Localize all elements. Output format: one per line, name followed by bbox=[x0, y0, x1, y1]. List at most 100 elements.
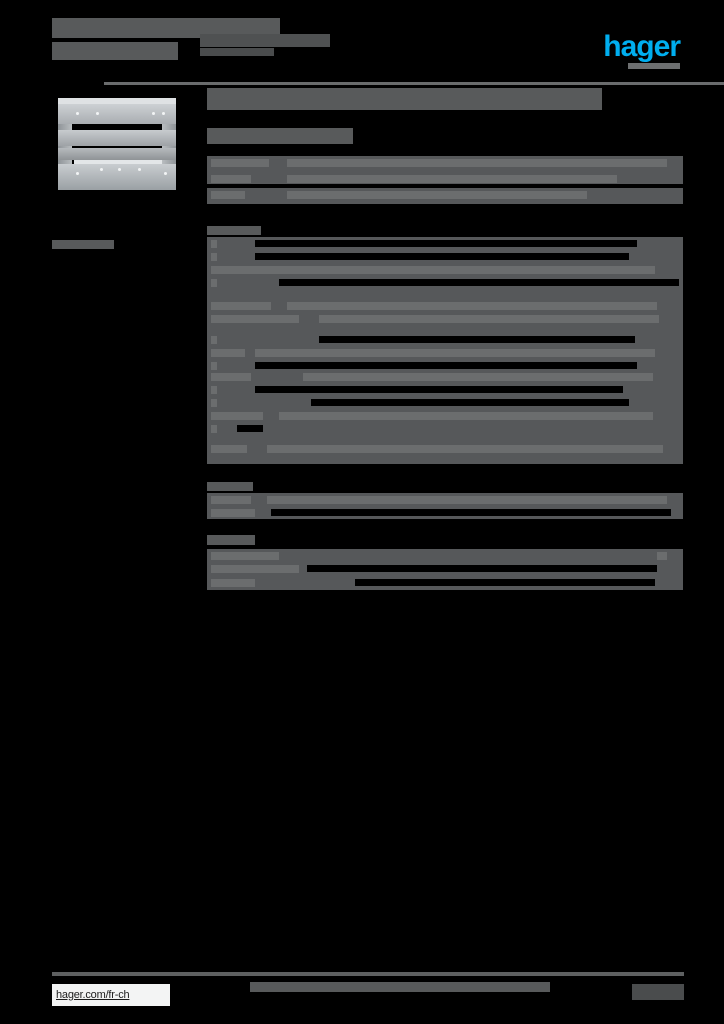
table-row-group bbox=[207, 237, 683, 299]
table-row-inner bbox=[207, 549, 683, 562]
row-label bbox=[211, 412, 263, 420]
page-title-text bbox=[207, 88, 602, 110]
row-label bbox=[211, 445, 247, 453]
row-value bbox=[287, 159, 667, 167]
document-subtitle-text bbox=[52, 42, 178, 60]
table-row-group bbox=[207, 442, 683, 464]
product-image-screw bbox=[118, 168, 121, 171]
section-gap bbox=[207, 519, 683, 535]
table-row-inner bbox=[207, 237, 683, 250]
row-label bbox=[211, 240, 217, 248]
row-label bbox=[211, 399, 217, 407]
footer-legal-text bbox=[250, 982, 550, 1004]
hager-logo: hager bbox=[584, 30, 684, 69]
left-column-section-label-text bbox=[52, 240, 114, 249]
table-row-inner bbox=[207, 409, 683, 422]
spec-table-1 bbox=[207, 156, 683, 204]
row-label bbox=[211, 253, 217, 261]
hager-logo-underline bbox=[628, 63, 680, 69]
hager-logo-wordmark: hager bbox=[603, 30, 681, 63]
section-gap bbox=[207, 204, 683, 226]
row-value bbox=[279, 412, 653, 420]
row-value bbox=[267, 445, 663, 453]
table-row-group bbox=[207, 370, 683, 396]
row-value bbox=[255, 386, 623, 393]
table-row-group bbox=[207, 346, 683, 370]
section-title-3-text bbox=[207, 482, 253, 491]
table-row-group bbox=[207, 562, 683, 576]
table-row-inner bbox=[207, 172, 683, 184]
row-label bbox=[211, 373, 251, 381]
row-label bbox=[211, 279, 217, 287]
product-image-screw bbox=[96, 112, 99, 115]
row-label bbox=[211, 362, 217, 370]
table-row-group bbox=[207, 333, 683, 346]
row-value bbox=[303, 373, 653, 381]
row-value bbox=[255, 362, 637, 369]
table-gap bbox=[207, 184, 683, 188]
row-value bbox=[255, 266, 655, 274]
row-value bbox=[657, 552, 667, 560]
table-row-inner bbox=[207, 250, 683, 263]
row-value bbox=[255, 253, 629, 260]
row-value bbox=[255, 240, 637, 247]
spec-table-4 bbox=[207, 535, 683, 590]
left-column bbox=[52, 88, 190, 249]
spec-table-3 bbox=[207, 482, 683, 519]
section-title-4 bbox=[207, 535, 255, 545]
row-value bbox=[319, 315, 659, 323]
document-reference-secondary bbox=[200, 48, 274, 56]
table-row-inner bbox=[207, 383, 683, 396]
row-label bbox=[211, 565, 299, 573]
section-title-1-text bbox=[207, 128, 353, 144]
row-value bbox=[319, 336, 635, 343]
product-image-screw bbox=[164, 172, 167, 175]
table-row-inner bbox=[207, 442, 683, 455]
row-label bbox=[211, 552, 279, 560]
product-image-part-base bbox=[58, 164, 176, 190]
row-value bbox=[237, 425, 263, 432]
table-row-inner bbox=[207, 370, 683, 383]
product-image-screw bbox=[152, 112, 155, 115]
footer-legal-text-content bbox=[250, 982, 550, 992]
row-value bbox=[287, 175, 617, 183]
table-row-inner bbox=[207, 422, 683, 435]
row-label bbox=[211, 386, 217, 394]
row-label bbox=[211, 496, 251, 504]
product-image-screw bbox=[162, 112, 165, 115]
document-reference bbox=[200, 34, 330, 47]
table-row-inner bbox=[207, 576, 683, 589]
table-row-group bbox=[207, 576, 683, 590]
table-row-group bbox=[207, 299, 683, 333]
footer-page-number-text bbox=[632, 984, 684, 1000]
row-value bbox=[307, 565, 657, 572]
product-image-part-top-face bbox=[58, 98, 176, 107]
product-image-screw bbox=[76, 172, 79, 175]
row-value bbox=[287, 302, 657, 310]
table-row-group bbox=[207, 422, 683, 442]
product-image bbox=[52, 88, 190, 206]
row-value bbox=[355, 579, 655, 586]
table-row bbox=[207, 156, 683, 184]
row-value bbox=[311, 399, 629, 406]
product-image-part-mid-lower bbox=[58, 148, 176, 160]
row-label bbox=[211, 315, 299, 323]
section-title-2 bbox=[207, 226, 261, 235]
row-value bbox=[267, 496, 667, 504]
row-value bbox=[279, 279, 679, 286]
section-gap bbox=[207, 464, 683, 482]
row-label bbox=[211, 349, 245, 357]
spec-table-2 bbox=[207, 237, 683, 464]
row-label bbox=[211, 159, 269, 167]
footer-website-link[interactable]: hager.com/fr-ch bbox=[52, 984, 170, 1006]
document-title bbox=[52, 18, 280, 38]
table-row-group bbox=[207, 396, 683, 422]
table-row-group bbox=[207, 549, 683, 562]
row-label bbox=[211, 175, 251, 183]
table-row-inner bbox=[207, 396, 683, 409]
footer-page-number bbox=[632, 984, 684, 1000]
row-label bbox=[211, 191, 245, 199]
table-row-inner bbox=[207, 562, 683, 575]
main-column bbox=[207, 88, 683, 590]
row-label bbox=[211, 579, 255, 587]
